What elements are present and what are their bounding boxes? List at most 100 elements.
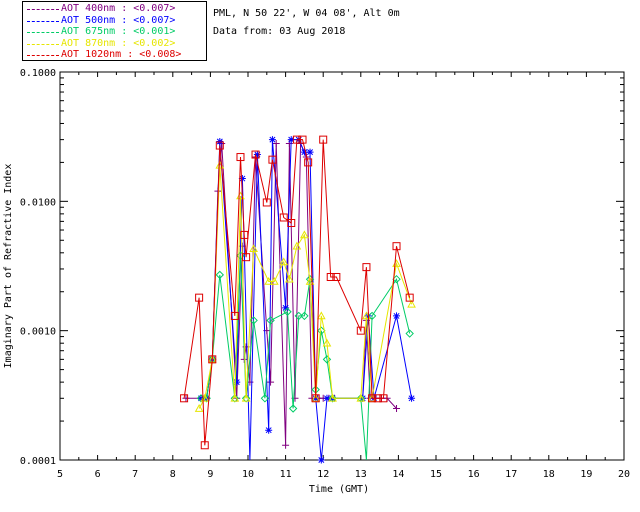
data-point bbox=[265, 426, 273, 434]
data-point bbox=[241, 394, 251, 403]
data-point bbox=[216, 138, 224, 146]
data-point bbox=[322, 355, 332, 364]
x-tick-label: 14 bbox=[392, 469, 404, 480]
data-point bbox=[300, 148, 308, 156]
data-point bbox=[249, 316, 258, 325]
x-tick-label: 15 bbox=[430, 469, 442, 480]
data-point bbox=[279, 257, 289, 266]
data-point bbox=[285, 274, 294, 283]
data-point bbox=[260, 394, 270, 403]
data-point bbox=[319, 135, 328, 144]
legend-swatch bbox=[27, 9, 59, 10]
y-tick-label: 0.1000 bbox=[20, 68, 56, 79]
data-point bbox=[298, 135, 307, 144]
series-line bbox=[201, 139, 413, 461]
data-point bbox=[288, 404, 298, 413]
data-point bbox=[253, 151, 261, 159]
x-tick-label: 18 bbox=[543, 469, 555, 480]
data-point bbox=[405, 329, 414, 338]
legend-label: AOT 675nm : <0.001> bbox=[61, 26, 176, 38]
data-point bbox=[408, 394, 416, 402]
data-point bbox=[230, 394, 240, 403]
data-point bbox=[268, 155, 277, 164]
data-point bbox=[322, 338, 332, 347]
data-point bbox=[236, 153, 245, 162]
data-point bbox=[393, 405, 401, 413]
data-point bbox=[182, 394, 190, 402]
data-point bbox=[242, 253, 251, 262]
series-aot-675nm bbox=[196, 251, 414, 461]
series-line bbox=[198, 165, 413, 409]
data-point bbox=[356, 393, 366, 402]
data-point bbox=[208, 355, 217, 364]
x-tick-label: 7 bbox=[132, 469, 138, 480]
data-point bbox=[300, 311, 309, 321]
date-info: Data from: 03 Aug 2018 bbox=[213, 26, 346, 37]
legend-label: AOT 870nm : <0.002> bbox=[61, 37, 176, 49]
x-tick-label: 10 bbox=[242, 469, 254, 480]
data-point bbox=[300, 230, 309, 239]
x-tick-label: 11 bbox=[280, 469, 292, 480]
series-aot-870nm bbox=[194, 160, 416, 412]
data-point bbox=[269, 276, 279, 285]
site-info: PML, N 50 22', W 04 08', Alt 0m bbox=[213, 8, 400, 19]
x-tick-label: 12 bbox=[317, 469, 329, 480]
legend-label: AOT 500nm : <0.007> bbox=[61, 14, 176, 26]
data-point bbox=[287, 218, 296, 227]
legend-swatch bbox=[27, 43, 59, 45]
data-point bbox=[264, 276, 274, 285]
data-point bbox=[233, 378, 241, 386]
data-point bbox=[238, 175, 246, 183]
y-tick-label: 0.0001 bbox=[20, 456, 56, 467]
x-tick-label: 9 bbox=[207, 469, 213, 480]
data-point bbox=[368, 394, 377, 403]
data-point bbox=[230, 311, 239, 320]
data-point bbox=[180, 394, 189, 403]
data-point bbox=[194, 404, 204, 412]
x-tick-label: 16 bbox=[468, 469, 480, 480]
data-point bbox=[230, 393, 240, 402]
x-tick-label: 5 bbox=[57, 469, 63, 480]
data-point bbox=[393, 312, 401, 320]
data-point bbox=[292, 241, 302, 250]
data-point bbox=[282, 441, 290, 449]
axis-ticks: 5 6 7 8 9 10 11 12 13 14 15 16 17 18 19 20 0.0001 0.0010 0… bbox=[20, 68, 630, 480]
data-point bbox=[356, 394, 366, 403]
data-point bbox=[317, 456, 325, 464]
x-tick-label: 20 bbox=[618, 469, 630, 480]
legend-swatch bbox=[27, 32, 59, 34]
data-point bbox=[279, 213, 288, 222]
x-tick-label: 13 bbox=[355, 469, 367, 480]
data-point bbox=[326, 272, 335, 281]
data-point bbox=[272, 140, 280, 148]
data-point bbox=[283, 307, 292, 316]
series-line bbox=[183, 139, 411, 446]
series-aot-1020nm bbox=[180, 135, 414, 450]
series-line bbox=[201, 255, 411, 461]
x-tick-label: 8 bbox=[170, 469, 176, 480]
data-point bbox=[362, 263, 371, 272]
data-point bbox=[251, 150, 260, 159]
data-point bbox=[392, 242, 401, 251]
x-tick-label: 6 bbox=[95, 469, 101, 480]
data-point bbox=[356, 326, 365, 335]
legend-swatch bbox=[27, 55, 59, 57]
legend-swatch bbox=[27, 20, 59, 22]
data-point bbox=[405, 293, 414, 302]
data-point bbox=[195, 293, 204, 302]
data-point bbox=[240, 230, 249, 239]
data-point bbox=[266, 316, 275, 325]
data-point bbox=[316, 311, 326, 320]
data-point bbox=[268, 136, 276, 144]
data-point bbox=[323, 394, 331, 402]
data-point bbox=[262, 198, 271, 207]
series-line bbox=[186, 143, 397, 446]
x-tick-label: 17 bbox=[505, 469, 517, 480]
data-point bbox=[294, 311, 303, 321]
data-point bbox=[241, 393, 251, 402]
data-point bbox=[332, 272, 341, 281]
legend-label: AOT 400nm : <0.007> bbox=[61, 3, 176, 14]
data-point bbox=[407, 299, 416, 308]
data-point bbox=[267, 378, 275, 386]
